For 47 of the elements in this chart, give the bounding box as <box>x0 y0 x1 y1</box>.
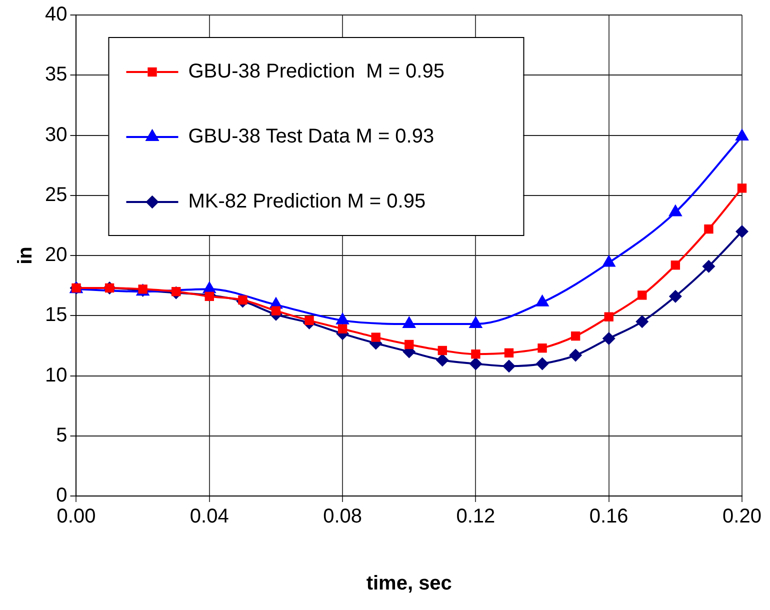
x-tick-label: 0.20 <box>722 506 762 528</box>
point <box>536 357 549 370</box>
point <box>602 332 616 345</box>
point <box>471 350 480 359</box>
point <box>436 354 449 367</box>
legend-label: GBU-38 Test Data M = 0.93 <box>188 126 434 148</box>
x-axis-title: time, sec <box>366 572 452 595</box>
y-tick-label: 40 <box>44 4 68 26</box>
point <box>271 306 281 316</box>
point <box>570 331 580 341</box>
y-tick-label: 15 <box>44 304 68 326</box>
y-tick-label: 35 <box>44 64 68 86</box>
x-tick-label: 0.08 <box>323 506 362 528</box>
y-tick-label: 30 <box>44 124 68 146</box>
y-axis-title: in <box>14 246 37 264</box>
legend-label: MK-82 Prediction M = 0.95 <box>188 190 426 213</box>
point <box>737 184 747 193</box>
point <box>204 292 214 301</box>
point <box>704 224 714 234</box>
y-tick-label: 5 <box>56 424 68 446</box>
point <box>304 316 314 326</box>
y-tick-label: 0 <box>56 484 68 507</box>
x-tick-label: 0.04 <box>190 506 229 528</box>
point <box>404 340 414 350</box>
point <box>702 260 716 273</box>
y-tick-label: 10 <box>44 364 68 386</box>
point <box>668 290 682 303</box>
point <box>238 295 248 305</box>
point <box>604 312 614 322</box>
point <box>502 360 516 373</box>
x-tick-label: 0.00 <box>56 506 96 528</box>
point <box>504 348 514 358</box>
point <box>438 346 448 356</box>
x-tick-label: 0.16 <box>589 506 628 528</box>
x-tick-label: 0.12 <box>456 506 496 528</box>
point <box>736 224 748 238</box>
y-tick-label: 20 <box>44 244 68 266</box>
point <box>569 348 582 362</box>
point <box>670 260 680 270</box>
point <box>636 315 649 328</box>
point <box>638 290 647 300</box>
point <box>469 357 482 370</box>
point <box>338 324 348 334</box>
y-tick-label: 25 <box>44 184 68 206</box>
point <box>538 343 547 353</box>
legend-label: GBU-38 Prediction M = 0.95 <box>188 60 444 83</box>
point <box>371 332 380 342</box>
